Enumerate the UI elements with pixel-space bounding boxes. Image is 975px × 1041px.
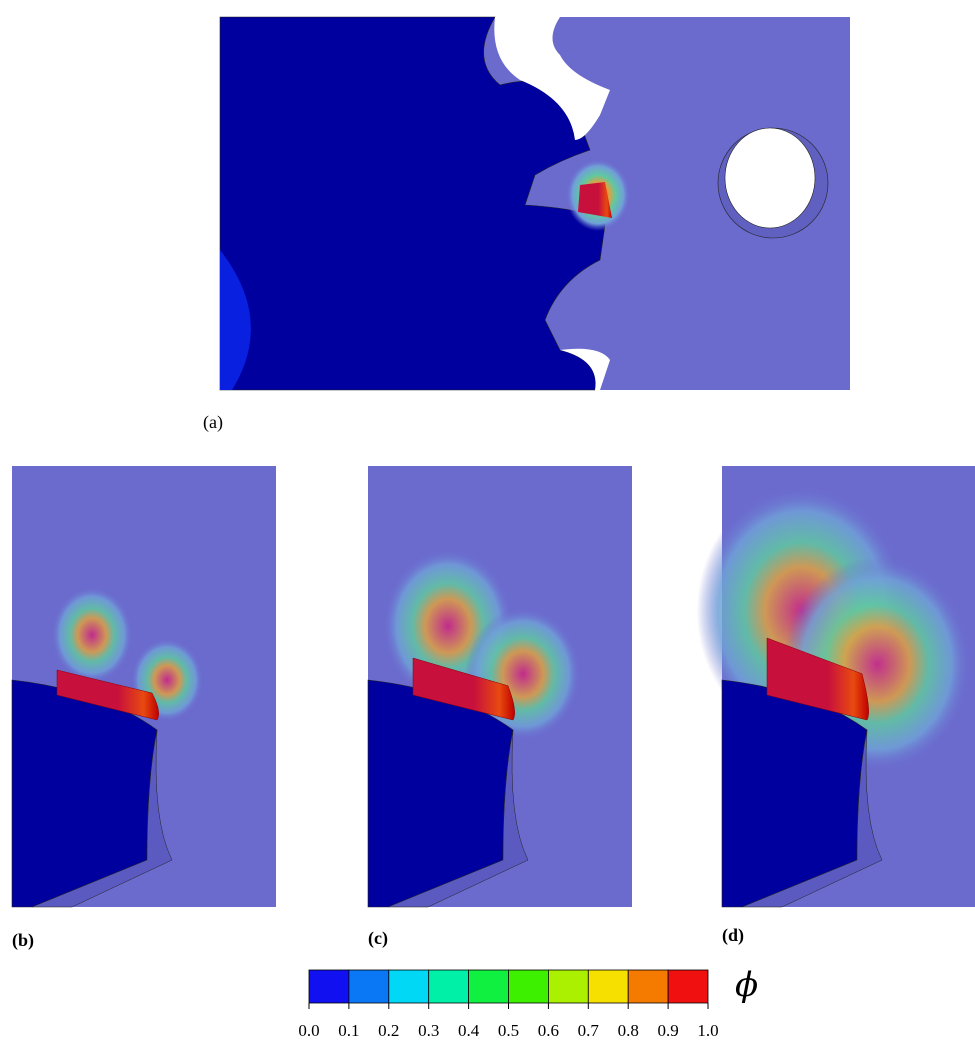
contour [51,587,133,683]
colorbar-segment [388,969,430,1004]
colorbar-segment [348,969,390,1004]
colorbar-segment [428,969,470,1004]
colorbar-segment [667,969,709,1004]
colorbar-tick-label: 1.0 [697,1021,718,1040]
panel-image [11,466,276,908]
gear-rim [741,729,883,908]
gear-rim [31,729,173,908]
panel-label: (c) [368,928,388,949]
panel-a-image [219,16,850,391]
panel-label: (d) [722,925,744,946]
colorbar-tick-label: 0.9 [657,1021,678,1040]
panel-image [696,466,975,908]
colorbar: 0.0 0.1 0.2 0.3 0.4 0.5 0.6 0.7 0.8 0.9 1.0 [298,969,719,1040]
colorbar-segment [508,969,549,1004]
colorbar-tick-label: 0.1 [338,1021,359,1040]
colorbar-tick-label: 0.7 [578,1021,600,1040]
colorbar-segment [468,969,509,1004]
colorbar-segment [548,969,589,1004]
damage [766,637,869,721]
panel-image [367,466,632,908]
damage [412,657,515,721]
gear-rim [387,729,529,908]
colorbar-tick-label: 0.3 [418,1021,439,1040]
colorbar-tick-label: 0.0 [298,1021,319,1040]
colorbar-tick-label: 0.5 [498,1021,519,1040]
colorbar-tick-label: 0.8 [618,1021,639,1040]
panel-label: (a) [203,412,223,433]
panel-label: (b) [12,930,34,951]
colorbar-tick-label: 0.2 [378,1021,399,1040]
colorbar-segment [587,969,629,1004]
colorbar-segment [308,969,350,1004]
colorbar-segment [627,969,669,1004]
colorbar-symbol: ϕ [735,965,758,1005]
colorbar-tick-label: 0.6 [538,1021,559,1040]
damage [56,669,159,721]
colorbar-tick-label: 0.4 [458,1021,480,1040]
